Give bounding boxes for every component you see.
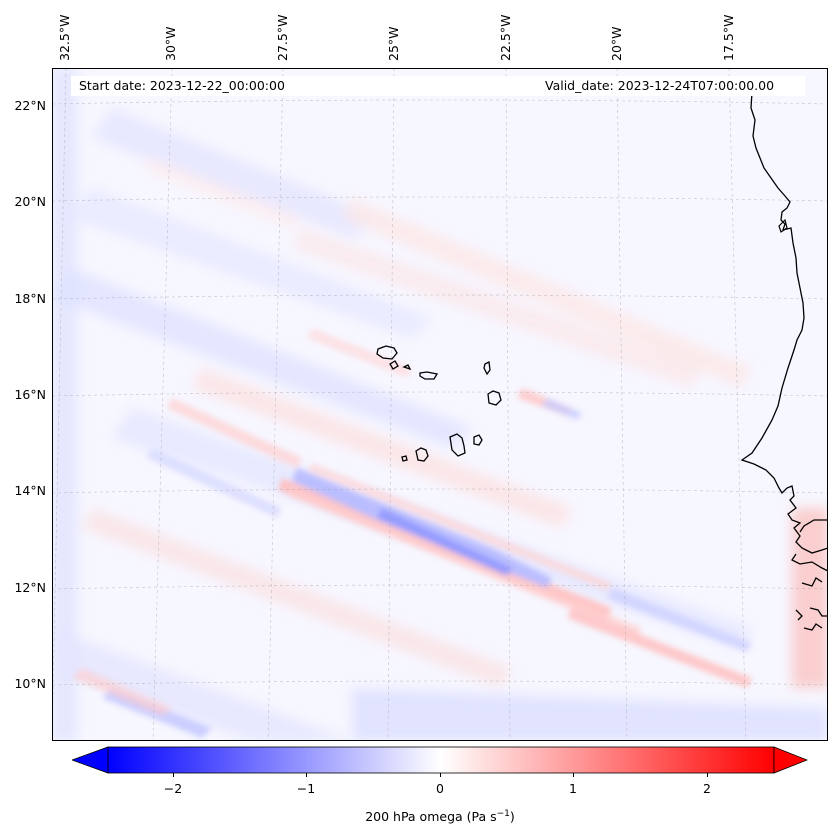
colorbar-title-close: ) — [509, 809, 515, 825]
lon-label-27-5w: 27.5°W — [275, 14, 290, 61]
colorbar-gradient — [107, 746, 775, 774]
start-date-label: Start date: 2023-12-22_00:00:00 — [79, 78, 285, 93]
colorbar-tick-label: 1 — [569, 781, 577, 796]
colorbar-tick-label: 0 — [436, 781, 444, 796]
colorbar — [72, 746, 808, 774]
lat-label-16n: 16°N — [14, 387, 46, 402]
africa-coastline-south — [791, 519, 828, 631]
lon-label-30w: 30°W — [163, 26, 178, 61]
valid-date-label: Valid_date: 2023-12-24T07:00:00.00 — [545, 78, 775, 93]
colorbar-tick-label: −1 — [296, 781, 316, 796]
colorbar-extend-min — [72, 746, 109, 774]
omega-field-map — [52, 68, 828, 741]
omega-shading-broad — [52, 68, 828, 741]
lat-label-20n: 20°N — [14, 194, 46, 209]
colorbar-tick-mark — [440, 773, 441, 777]
lat-label-12n: 12°N — [14, 580, 46, 595]
colorbar-tick-mark — [707, 773, 708, 777]
africa-coastline — [740, 91, 828, 554]
header-background — [71, 76, 805, 96]
colorbar-title-main: 200 hPa omega (Pa s — [365, 809, 497, 825]
lat-label-14n: 14°N — [14, 483, 46, 498]
colorbar-tick-label: 2 — [703, 781, 711, 796]
colorbar-tick-label: −2 — [163, 781, 183, 796]
cape-verde-islands — [376, 345, 502, 462]
lon-label-22-5w: 22.5°W — [498, 14, 513, 61]
colorbar-title-unit-exponent: −1 — [496, 809, 510, 819]
colorbar-tick-mark — [173, 773, 174, 777]
colorbar-title: 200 hPa omega (Pa s−1) — [365, 809, 515, 824]
colorbar-tick-mark — [306, 773, 307, 777]
lat-label-18n: 18°N — [14, 291, 46, 306]
lon-label-25w: 25°W — [386, 26, 401, 61]
map-panel — [52, 68, 828, 741]
lat-label-22n: 22°N — [14, 98, 46, 113]
colorbar-extend-max — [773, 746, 808, 774]
lat-label-10n: 10°N — [14, 676, 46, 691]
graticule — [52, 68, 828, 741]
lon-label-32-5w: 32.5°W — [57, 14, 72, 61]
lon-label-20w: 20°W — [609, 26, 624, 61]
coastal-islet — [778, 218, 788, 233]
colorbar-tick-mark — [573, 773, 574, 777]
lon-label-17-5w: 17.5°W — [721, 14, 736, 61]
omega-shading-bands — [72, 328, 752, 738]
